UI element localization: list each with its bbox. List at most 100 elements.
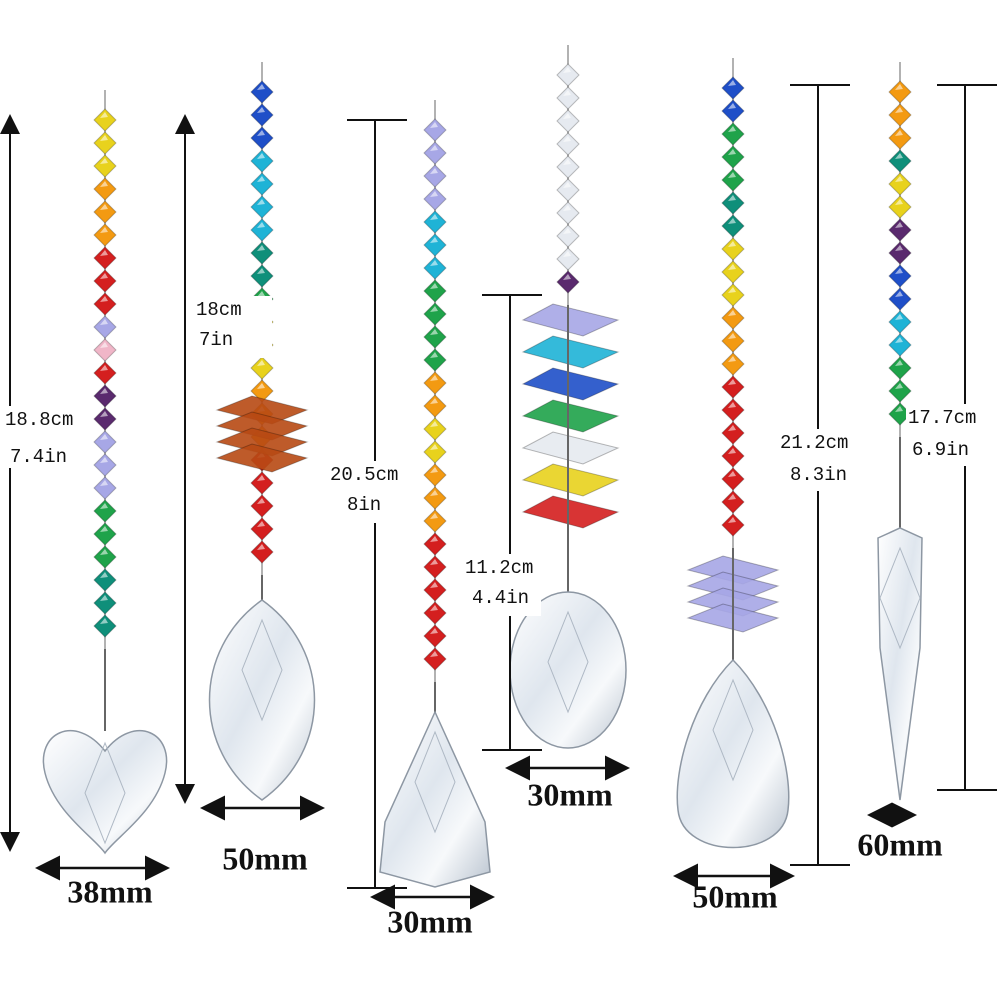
bead: [888, 172, 912, 196]
bead: [93, 292, 117, 316]
bead: [423, 164, 447, 188]
bead-shine: [100, 434, 108, 440]
bead: [93, 108, 117, 132]
bead-shine: [430, 283, 438, 289]
bead: [423, 348, 447, 372]
label-backdrop: [778, 429, 856, 491]
bead-shine: [728, 241, 736, 247]
bead-shine: [100, 572, 108, 578]
bead: [556, 178, 580, 202]
bead: [93, 246, 117, 270]
crystal-octagon: [521, 303, 620, 337]
bead-shine: [895, 268, 903, 274]
bead: [556, 247, 580, 271]
bead-shine: [430, 444, 438, 450]
bead-shine: [430, 306, 438, 312]
label-backdrop: [3, 406, 81, 468]
bead-shine: [430, 467, 438, 473]
bead-shine: [728, 149, 736, 155]
bead: [93, 430, 117, 454]
bead-shine: [728, 195, 736, 201]
bead-shine: [895, 176, 903, 182]
bead: [721, 145, 745, 169]
bead-shine: [728, 172, 736, 178]
height-in-label: 7in: [199, 329, 233, 351]
bead-shine: [100, 595, 108, 601]
bead: [93, 177, 117, 201]
bead-shine: [728, 218, 736, 224]
bead-shine: [563, 205, 571, 211]
bead-shine: [430, 605, 438, 611]
bead: [423, 210, 447, 234]
bead-shine: [100, 480, 108, 486]
bead: [721, 76, 745, 100]
crystal-prism: [676, 658, 790, 849]
bead-shine: [100, 388, 108, 394]
bead-shine: [728, 471, 736, 477]
label-backdrop: [463, 554, 541, 616]
bead: [423, 118, 447, 142]
bead-shine: [100, 618, 108, 624]
bead-shine: [257, 544, 265, 550]
bead: [423, 578, 447, 602]
height-cm-label: 18.8cm: [5, 409, 73, 431]
bead: [888, 80, 912, 104]
bead-shine: [728, 103, 736, 109]
bead: [423, 417, 447, 441]
bead-shine: [430, 559, 438, 565]
bead-shine: [257, 130, 265, 136]
bead: [888, 356, 912, 380]
bead-shine: [100, 227, 108, 233]
crystal-octagon: [521, 431, 620, 465]
pendant: [509, 45, 627, 749]
bead: [93, 131, 117, 155]
bead-shine: [430, 628, 438, 634]
bead: [888, 126, 912, 150]
bead-shine: [728, 448, 736, 454]
bead: [888, 149, 912, 173]
bead: [250, 195, 274, 219]
bead-shine: [728, 425, 736, 431]
bead: [721, 490, 745, 514]
bead-shine: [257, 383, 265, 389]
width-label: 30mm: [387, 903, 473, 939]
bead-shine: [895, 199, 903, 205]
bead: [721, 168, 745, 192]
height-in-label: 4.4in: [472, 587, 529, 609]
bead: [423, 463, 447, 487]
pendant: [676, 58, 790, 849]
bead-shine: [895, 222, 903, 228]
bead: [423, 647, 447, 671]
bead: [556, 109, 580, 133]
crystal-facets: [712, 678, 754, 782]
bead-shine: [430, 237, 438, 243]
bead-shine: [563, 67, 571, 73]
bead-shine: [100, 250, 108, 256]
bead-shine: [430, 421, 438, 427]
crystal-facets: [241, 618, 283, 722]
bead-shine: [100, 503, 108, 509]
pendant: [379, 100, 491, 888]
bead: [93, 476, 117, 500]
bead-shine: [728, 80, 736, 86]
height-cm-label: 17.7cm: [908, 407, 976, 429]
bead: [423, 302, 447, 326]
height-cm-label: 21.2cm: [780, 432, 848, 454]
bead: [423, 509, 447, 533]
bead-shine: [257, 521, 265, 527]
bead-shine: [100, 526, 108, 532]
bead: [93, 338, 117, 362]
bead: [423, 486, 447, 510]
height-cm-label: 11.2cm: [465, 557, 533, 579]
height-in-label: 6.9in: [912, 439, 969, 461]
bead-shine: [257, 245, 265, 251]
height-in-label: 7.4in: [10, 446, 67, 468]
bead: [423, 371, 447, 395]
bead-shine: [430, 329, 438, 335]
bead: [423, 233, 447, 257]
bead: [556, 224, 580, 248]
crystal-octagon: [521, 367, 620, 401]
bead-shine: [100, 365, 108, 371]
bead: [93, 499, 117, 523]
bead-shine: [100, 112, 108, 118]
